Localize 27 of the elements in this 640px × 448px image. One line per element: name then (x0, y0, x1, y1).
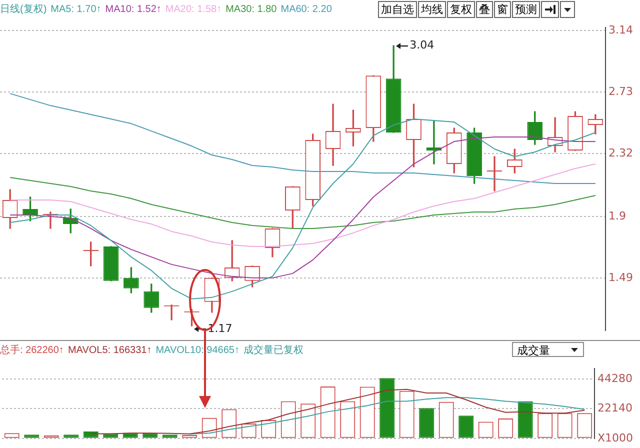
y-tick-label: 3.14 (608, 23, 634, 36)
y-tick-label: 2.32 (608, 146, 634, 160)
text: 叠 (476, 1, 493, 18)
text: MAVOL5: 166331↑ (68, 345, 152, 356)
text: MA30: 1.80 (226, 4, 277, 15)
y-tick-label: 22140 (597, 402, 632, 415)
text: MA5: 1.70↑ (50, 4, 102, 15)
text: MAVOL10: 94665↑ (156, 345, 240, 356)
text: 复权 (447, 1, 475, 18)
text: 加自选 (378, 1, 417, 18)
y-tick-label: 44280 (597, 372, 632, 385)
text: 总手: 262260↑ (0, 345, 64, 356)
text: 成交量已复权 (243, 345, 304, 356)
y-tick-label: 2.73 (608, 84, 634, 98)
chart-title: 日线(复权) (0, 4, 47, 15)
text: 均线 (418, 1, 446, 18)
y-tick-label: X1000 (597, 431, 633, 444)
y-tick-label: 1.9 (608, 209, 626, 222)
text: MA10: 1.52↑ (105, 4, 162, 15)
text: MA60: 2.20 (280, 4, 332, 15)
text: 窗 (494, 1, 511, 18)
y-tick-label: 1.49 (608, 270, 634, 284)
text: 预测 (512, 1, 540, 18)
annotation: 1.17 (208, 322, 232, 335)
text: 成交量 (517, 343, 550, 357)
annotation: 3.04 (410, 38, 434, 52)
text: MA20: 1.58↑ (165, 4, 222, 15)
